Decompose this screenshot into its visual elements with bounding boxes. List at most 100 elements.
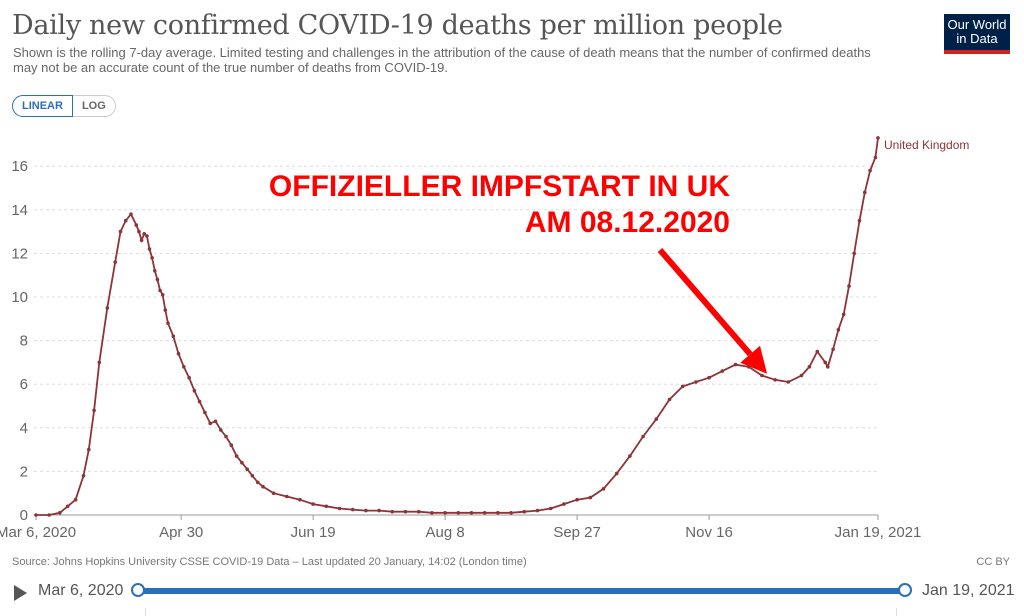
- data-point: [245, 467, 249, 472]
- y-tick-label: 2: [20, 463, 28, 480]
- data-point: [58, 511, 62, 515]
- timeline: Mar 6, 2020 Jan 19, 2021: [0, 576, 1024, 616]
- data-point: [522, 509, 527, 514]
- data-point: [773, 378, 777, 382]
- series-line-united-kingdom: [36, 137, 879, 516]
- data-point: [694, 380, 698, 384]
- data-point: [150, 256, 154, 260]
- logo-line-2: in Data: [956, 31, 998, 46]
- data-point: [469, 511, 474, 515]
- data-point: [826, 365, 830, 369]
- data-point: [255, 480, 260, 485]
- x-tick-label: Apr 30: [159, 524, 203, 541]
- play-icon[interactable]: [14, 585, 27, 601]
- data-point: [876, 136, 880, 140]
- data-point: [219, 428, 223, 432]
- timeline-track[interactable]: [138, 588, 905, 594]
- linear-scale-button[interactable]: LINEAR: [12, 95, 73, 117]
- line-chart: 0 2 4 6 8 10 12 14 16 Mar 6, 2020 Apr 30 Jun 19 Aug…: [0, 136, 969, 541]
- data-point: [823, 360, 827, 365]
- data-point: [176, 351, 181, 356]
- gridlines: [34, 165, 878, 516]
- y-tick-label: 10: [11, 289, 28, 306]
- y-tick-label: 4: [20, 420, 28, 437]
- data-point: [760, 373, 764, 378]
- chart-title: Daily new confirmed COVID-19 deaths per …: [12, 10, 783, 41]
- data-point: [614, 471, 619, 476]
- data-point: [123, 218, 128, 223]
- data-point: [628, 454, 632, 458]
- data-point: [34, 513, 38, 517]
- data-point: [337, 506, 342, 511]
- data-point: [240, 460, 244, 465]
- data-point: [285, 494, 289, 499]
- data-point: [298, 497, 302, 502]
- x-tick-label: Nov 16: [685, 524, 733, 541]
- annotation-line-1: OFFIZIELLER IMPFSTART IN UK: [269, 170, 730, 203]
- data-point: [137, 229, 141, 234]
- data-point: [786, 380, 791, 384]
- data-point: [535, 508, 540, 513]
- annotation-line-2: AM 08.12.2020: [525, 206, 730, 239]
- data-point: [707, 375, 711, 380]
- data-point: [208, 421, 212, 426]
- data-point: [153, 269, 157, 273]
- data-point: [364, 508, 368, 513]
- data-point: [847, 284, 851, 288]
- data-point: [868, 168, 872, 173]
- data-point: [403, 509, 408, 514]
- data-point: [496, 511, 500, 515]
- data-point: [807, 365, 812, 369]
- timeline-end-handle[interactable]: [898, 583, 912, 597]
- data-point: [250, 474, 255, 478]
- y-tick-label: 16: [11, 158, 28, 175]
- data-point: [155, 277, 160, 282]
- data-point: [47, 513, 51, 517]
- data-point: [548, 506, 553, 511]
- data-point: [680, 384, 685, 389]
- license-label[interactable]: CC BY: [976, 556, 1010, 568]
- data-point: [641, 434, 645, 439]
- data-point: [87, 447, 91, 452]
- data-point: [873, 155, 878, 160]
- data-point: [654, 417, 659, 421]
- data-point: [73, 497, 78, 502]
- data-point: [134, 223, 139, 227]
- data-point: [857, 218, 862, 223]
- x-tick-label: Jun 19: [291, 524, 336, 541]
- y-tick-label: 12: [11, 245, 28, 262]
- data-point: [799, 373, 804, 378]
- data-point: [166, 321, 170, 325]
- timeline-start-handle[interactable]: [131, 583, 145, 597]
- data-point: [145, 234, 149, 238]
- data-point: [815, 349, 820, 354]
- data-point: [575, 497, 579, 502]
- y-tick-label: 8: [20, 333, 28, 350]
- x-tick-label: Jan 19, 2021: [835, 524, 922, 541]
- data-point: [147, 247, 152, 251]
- chart-subtitle: Shown is the rolling 7-day average. Limi…: [13, 45, 871, 75]
- owid-logo[interactable]: Our World in Data: [944, 14, 1010, 54]
- y-tick-label: 0: [20, 507, 28, 524]
- data-point: [852, 251, 856, 256]
- data-point: [482, 511, 487, 515]
- y-axis: 0 2 4 6 8 10 12 14 16: [11, 158, 28, 524]
- data-point: [163, 308, 168, 312]
- data-point: [416, 509, 421, 514]
- source-note: Source: Johns Hopkins University CSSE CO…: [12, 556, 527, 568]
- data-point: [97, 360, 102, 365]
- data-point: [350, 507, 355, 512]
- x-tick-label: Aug 8: [426, 524, 465, 541]
- data-point: [261, 484, 265, 489]
- data-point: [118, 229, 123, 234]
- data-point: [562, 502, 566, 506]
- series-end-label: United Kingdom: [884, 138, 969, 152]
- data-point: [213, 419, 218, 424]
- data-point: [733, 362, 738, 367]
- data-point: [667, 397, 672, 402]
- series-group: United Kingdom: [34, 136, 969, 517]
- data-point: [863, 190, 867, 195]
- log-scale-button[interactable]: LOG: [72, 95, 116, 117]
- logo-line-1: Our World: [947, 17, 1007, 32]
